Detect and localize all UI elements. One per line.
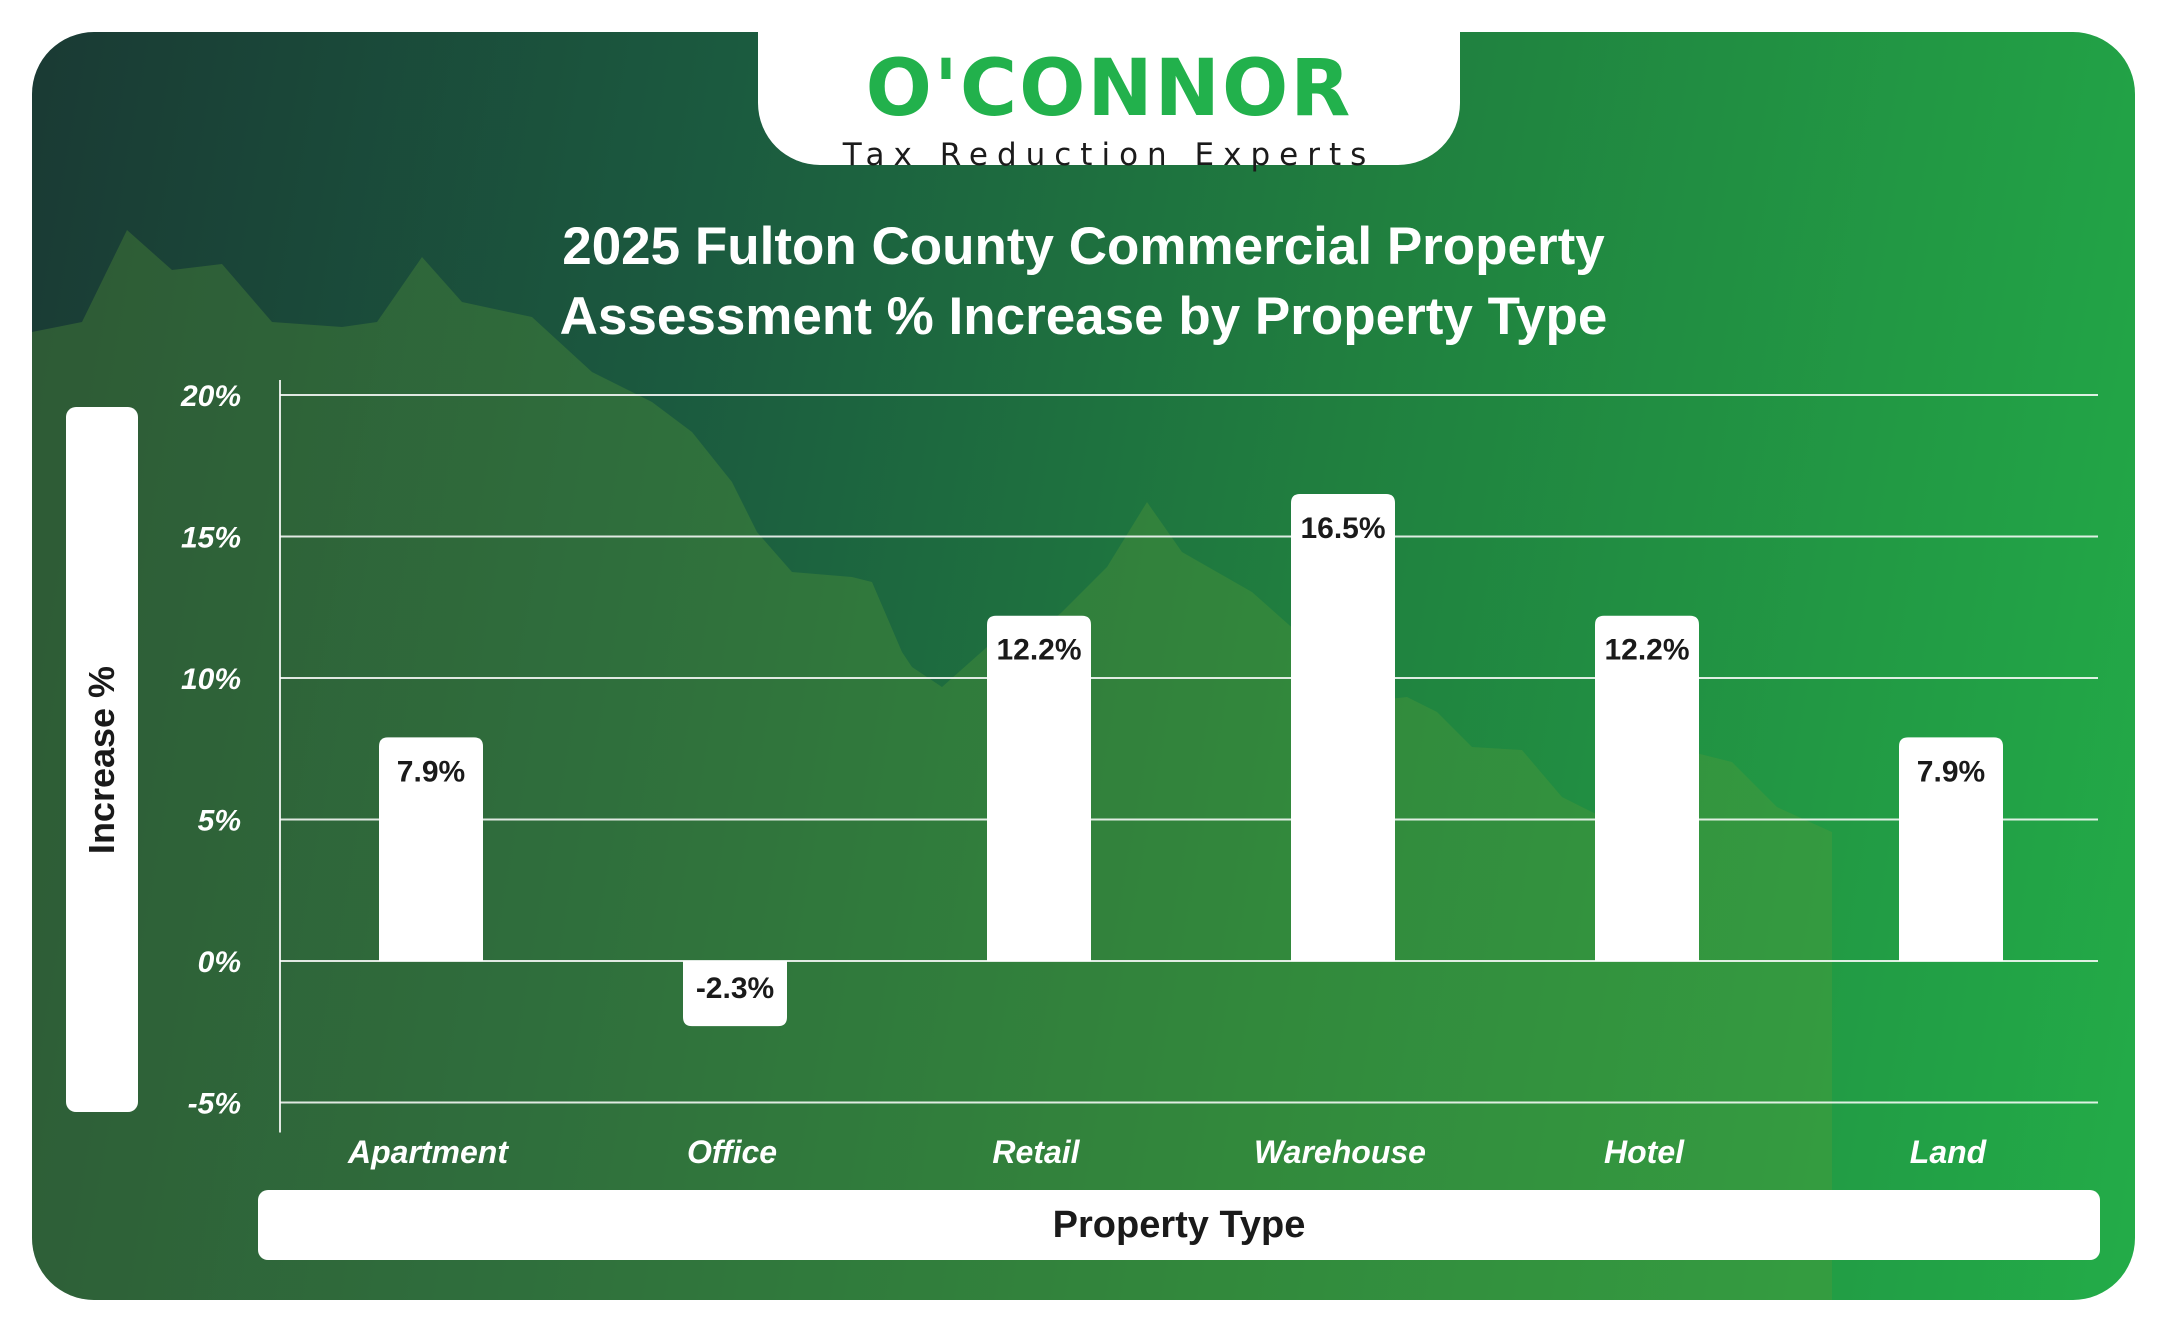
y-tick-label: 0%	[198, 946, 241, 979]
data-label: -2.3%	[696, 972, 774, 1005]
y-axis-label-panel	[66, 407, 138, 1112]
x-category-label: Retail	[992, 1134, 1080, 1170]
data-label: 12.2%	[996, 634, 1081, 667]
data-label: 7.9%	[397, 755, 465, 788]
data-label: 16.5%	[1300, 512, 1385, 545]
x-axis-label-panel	[258, 1190, 2100, 1260]
y-tick-label: 20%	[180, 380, 241, 413]
chart-title-line-2: Assessment % Increase by Property Type	[559, 287, 1608, 346]
x-category-label: Apartment	[347, 1134, 509, 1170]
logo-tab: O'CONNOR Tax Reduction Experts	[758, 32, 1460, 172]
data-label: 12.2%	[1604, 634, 1689, 667]
bar-office	[683, 961, 787, 1027]
logo-wordmark: O'CONNOR	[865, 44, 1353, 134]
y-tick-label: -5%	[188, 1088, 241, 1121]
x-category-label: Office	[687, 1134, 777, 1170]
background-hills	[32, 230, 1832, 1300]
bar-retail	[987, 615, 1091, 961]
bar-warehouse	[1291, 494, 1395, 961]
y-tick-label: 10%	[181, 663, 241, 696]
data-label: 7.9%	[1917, 755, 1985, 788]
chart-card: O'CONNOR Tax Reduction Experts	[32, 32, 2135, 1300]
x-category-label: Warehouse	[1254, 1134, 1426, 1170]
x-category-label: Hotel	[1604, 1134, 1685, 1170]
logo-tagline: Tax Reduction Experts	[842, 137, 1376, 173]
x-axis-label: Property Type	[1052, 1204, 1306, 1246]
bar-land	[1899, 737, 2003, 961]
chart-title-line-1: 2025 Fulton County Commercial Property	[562, 217, 1605, 276]
bar-hotel	[1595, 615, 1699, 961]
bar-apartment	[379, 737, 483, 961]
y-tick-label: 5%	[198, 805, 241, 838]
x-category-label: Land	[1910, 1134, 1988, 1170]
y-tick-label: 15%	[181, 522, 241, 555]
